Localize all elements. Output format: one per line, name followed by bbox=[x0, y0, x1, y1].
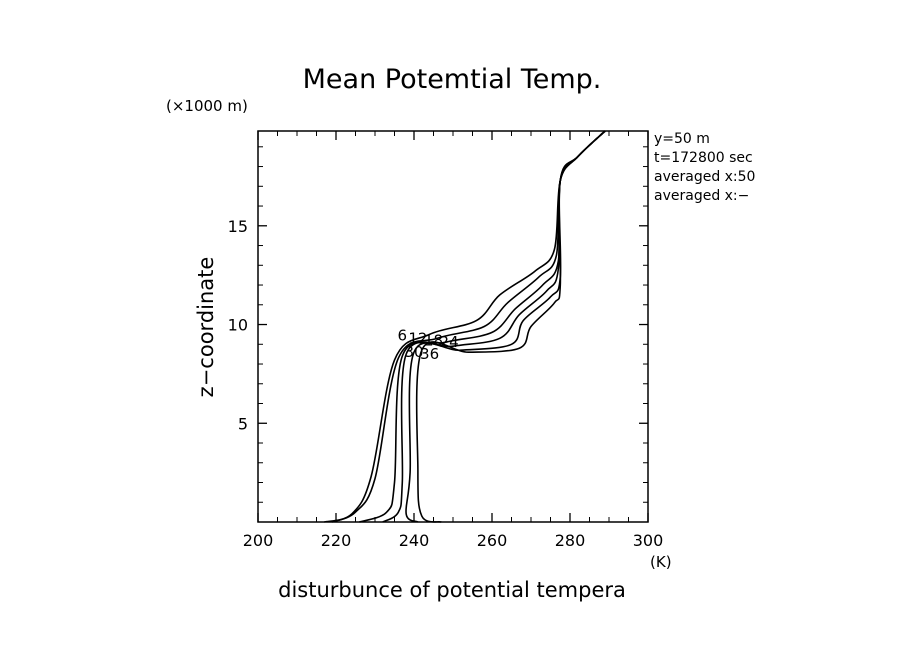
x-tick-label: 220 bbox=[321, 531, 352, 550]
y-tick-labels: 5 10 15 bbox=[228, 217, 248, 433]
contour-label: 30 bbox=[404, 343, 423, 361]
x-tick-label: 280 bbox=[555, 531, 586, 550]
info-line-3: averaged x:50 bbox=[654, 169, 755, 185]
contour-label: 12 bbox=[408, 329, 427, 347]
x-tick-label: 240 bbox=[399, 531, 430, 550]
series-line-3 bbox=[359, 130, 606, 523]
y-unit-label: (×1000 m) bbox=[166, 97, 248, 115]
info-line-1: y=50 m bbox=[654, 131, 710, 147]
series-lines bbox=[324, 130, 606, 523]
series-line-1 bbox=[324, 130, 606, 523]
y-axis-label: z−coordinate bbox=[194, 257, 218, 398]
plot-frame bbox=[257, 130, 649, 523]
info-line-2: t=172800 sec bbox=[654, 150, 753, 166]
y-tick-label: 15 bbox=[228, 217, 248, 236]
series-line-6 bbox=[415, 130, 606, 523]
x-unit-label: (K) bbox=[650, 553, 672, 571]
series-line-2 bbox=[331, 130, 606, 523]
y-tick-label: 5 bbox=[238, 414, 248, 433]
contour-label: 24 bbox=[440, 333, 459, 351]
info-box: y=50 m t=172800 sec averaged x:50 averag… bbox=[654, 131, 755, 204]
contour-label: 6 bbox=[398, 326, 408, 344]
series-line-5 bbox=[405, 130, 606, 523]
series-line-4 bbox=[382, 130, 606, 523]
contour-label: 36 bbox=[420, 345, 439, 363]
x-tick-labels: 200 220 240 260 280 300 bbox=[243, 531, 664, 550]
chart-title: Mean Potemtial Temp. bbox=[303, 64, 602, 95]
contour-label: 18 bbox=[424, 331, 443, 349]
x-axis-label: disturbunce of potential tempera bbox=[278, 578, 626, 602]
x-tick-label: 300 bbox=[633, 531, 664, 550]
x-tick-label: 260 bbox=[477, 531, 508, 550]
y-tick-label: 10 bbox=[228, 316, 248, 335]
x-tick-label: 200 bbox=[243, 531, 274, 550]
axis-ticks bbox=[257, 131, 649, 522]
info-line-4: averaged x:− bbox=[654, 188, 749, 204]
